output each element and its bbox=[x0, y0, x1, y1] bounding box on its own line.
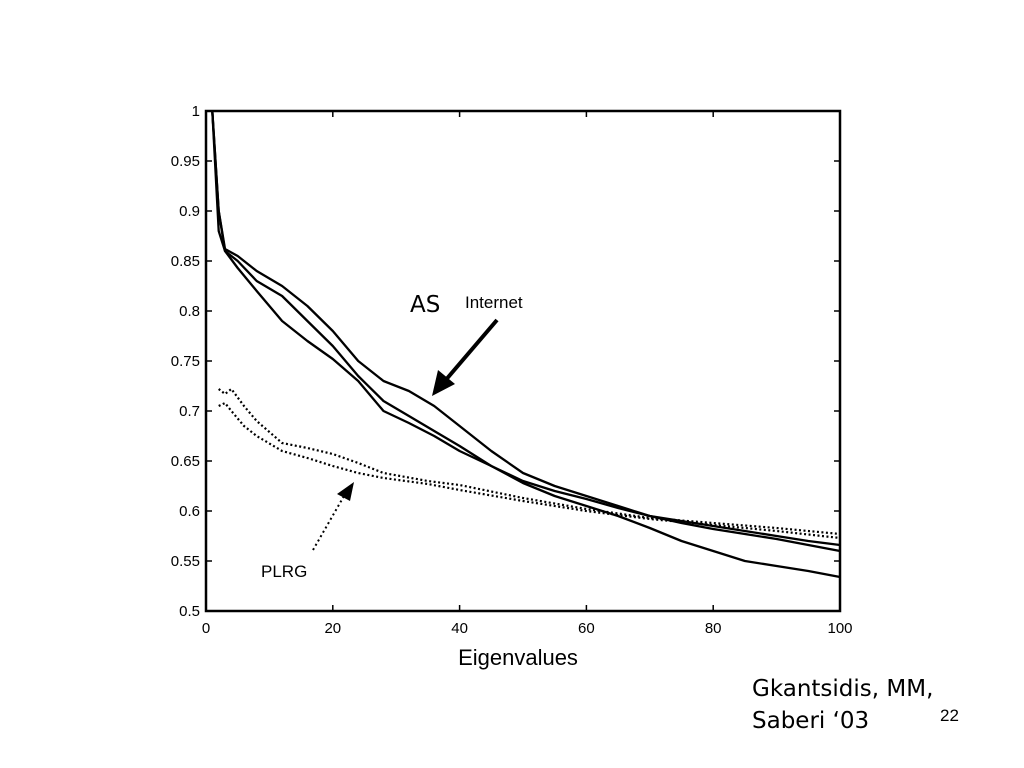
annotation-as: AS bbox=[410, 292, 440, 318]
y-tick-label: 0.85 bbox=[171, 253, 200, 270]
series-as-internet-3 bbox=[211, 110, 841, 579]
x-tick-label: 100 bbox=[827, 620, 852, 637]
x-tick-label: 60 bbox=[578, 620, 595, 637]
x-tick-label: 0 bbox=[202, 620, 210, 637]
tick-labels: 0 20 40 60 80 100 0.5 0.55 0.6 0.65 0.7 0.75 0.8 0.85… bbox=[171, 103, 853, 637]
y-tick-label: 1 bbox=[192, 103, 200, 120]
y-tick-label: 0.9 bbox=[179, 203, 200, 220]
citation-line-2: Saberi ‘03 bbox=[752, 708, 870, 734]
x-axis-title: Eigenvalues bbox=[458, 645, 578, 670]
plrg-arrow-head bbox=[337, 482, 354, 501]
x-tick-label: 20 bbox=[324, 620, 341, 637]
annotation-plrg: PLRG bbox=[261, 562, 307, 581]
y-tick-label: 0.6 bbox=[179, 503, 200, 520]
series-plrg-2 bbox=[218, 401, 841, 540]
citation-line-1: Gkantsidis, MM, bbox=[752, 676, 934, 702]
series-lines bbox=[211, 110, 841, 579]
internet-arrow-shaft bbox=[442, 318, 499, 384]
page-number: 22 bbox=[940, 706, 959, 725]
series-as-internet-2 bbox=[211, 110, 841, 553]
y-tick-label: 0.7 bbox=[179, 403, 200, 420]
y-tick-label: 0.8 bbox=[179, 303, 200, 320]
y-tick-label: 0.95 bbox=[171, 153, 200, 170]
x-tick-label: 40 bbox=[451, 620, 468, 637]
annotations: AS Internet PLRG bbox=[261, 292, 523, 581]
annotation-internet: Internet bbox=[465, 293, 523, 312]
internet-arrow-head bbox=[432, 370, 455, 396]
y-tick-label: 0.65 bbox=[171, 453, 200, 470]
series-as-internet-1 bbox=[211, 110, 841, 547]
plrg-arrow-shaft bbox=[312, 495, 345, 551]
y-tick-label: 0.55 bbox=[171, 553, 200, 570]
y-tick-label: 0.75 bbox=[171, 353, 200, 370]
axis-ticks bbox=[205, 110, 841, 612]
series-plrg-1 bbox=[218, 387, 841, 536]
x-tick-label: 80 bbox=[705, 620, 722, 637]
y-tick-label: 0.5 bbox=[179, 603, 200, 620]
plot-frame bbox=[204, 109, 842, 613]
citation: Gkantsidis, MM, Saberi ‘03 bbox=[752, 673, 933, 737]
